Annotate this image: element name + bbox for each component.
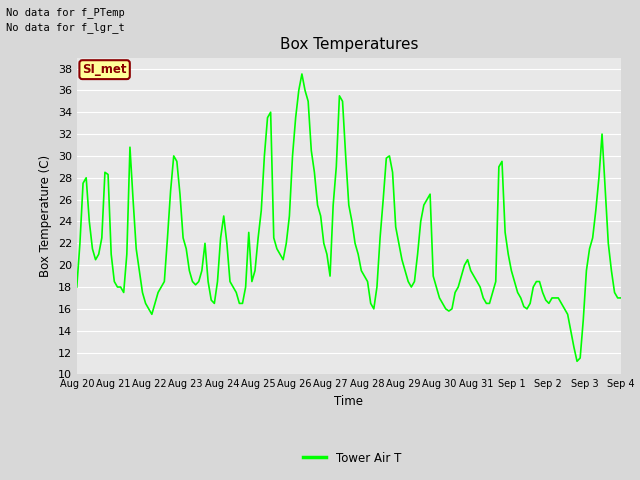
X-axis label: Time: Time <box>334 395 364 408</box>
Y-axis label: Box Temperature (C): Box Temperature (C) <box>39 155 52 277</box>
Text: SI_met: SI_met <box>83 63 127 76</box>
Legend: Tower Air T: Tower Air T <box>298 447 406 469</box>
Title: Box Temperatures: Box Temperatures <box>280 37 418 52</box>
Text: No data for f_lgr_t: No data for f_lgr_t <box>6 22 125 33</box>
Text: No data for f_PTemp: No data for f_PTemp <box>6 7 125 18</box>
